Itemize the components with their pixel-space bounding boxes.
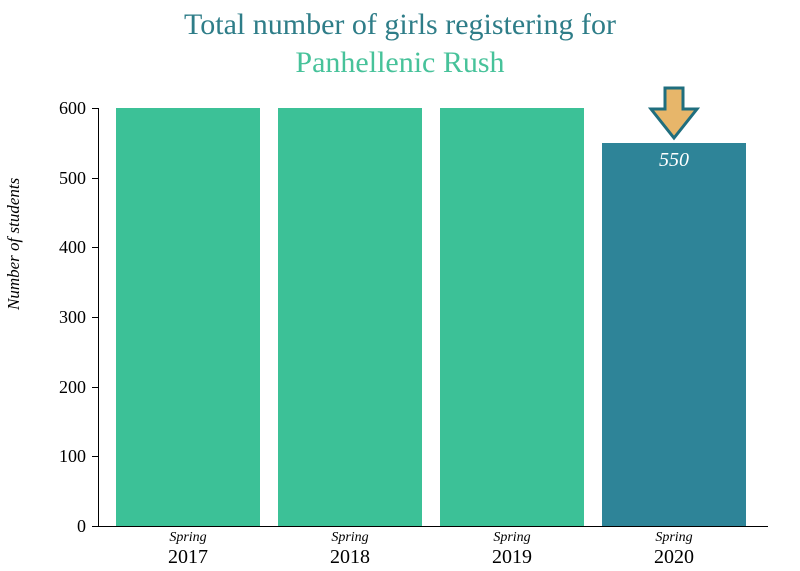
y-tick: [92, 247, 98, 248]
x-tick-label: Spring2017: [116, 530, 260, 569]
bar: [440, 108, 584, 526]
x-tick-label: Spring2018: [278, 530, 422, 569]
y-tick-label: 0: [77, 516, 86, 537]
title-line-2: Panhellenic Rush: [0, 44, 800, 82]
y-tick: [92, 526, 98, 527]
y-tick-label: 300: [59, 307, 86, 328]
y-axis-label: Number of students: [4, 178, 24, 310]
y-tick: [92, 178, 98, 179]
x-label-year: 2017: [116, 546, 260, 569]
chart-title: Total number of girls registering for Pa…: [0, 6, 800, 81]
bar: 550: [602, 143, 746, 526]
y-tick: [92, 456, 98, 457]
y-tick-label: 100: [59, 446, 86, 467]
x-tick-label: Spring2020: [602, 530, 746, 569]
y-tick: [92, 317, 98, 318]
y-tick-label: 400: [59, 237, 86, 258]
plot-area: 550: [98, 108, 768, 526]
y-tick-label: 200: [59, 377, 86, 398]
x-label-season: Spring: [278, 530, 422, 546]
x-label-year: 2019: [440, 546, 584, 569]
chart-container: { "chart": { "type": "bar", "title_line1…: [0, 0, 800, 571]
bar: [116, 108, 260, 526]
title-line-1: Total number of girls registering for: [0, 6, 800, 44]
y-tick: [92, 108, 98, 109]
x-axis: [98, 526, 768, 527]
y-axis: [98, 108, 99, 526]
x-label-year: 2020: [602, 546, 746, 569]
y-tick-label: 500: [59, 168, 86, 189]
x-label-year: 2018: [278, 546, 422, 569]
highlight-arrow-icon: [647, 85, 701, 141]
x-label-season: Spring: [116, 530, 260, 546]
x-tick-label: Spring2019: [440, 530, 584, 569]
bar-value-label: 550: [602, 149, 746, 172]
bar: [278, 108, 422, 526]
y-tick: [92, 387, 98, 388]
x-label-season: Spring: [440, 530, 584, 546]
y-tick-label: 600: [59, 98, 86, 119]
x-label-season: Spring: [602, 530, 746, 546]
